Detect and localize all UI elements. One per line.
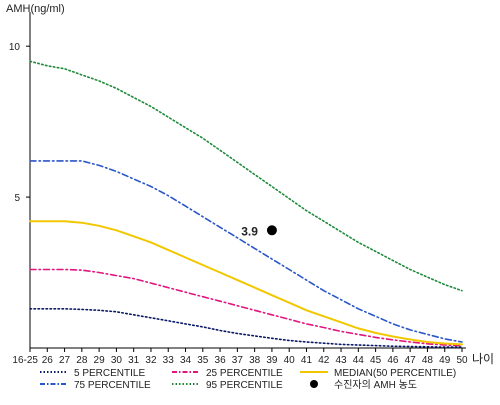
x-tick-label: 34 bbox=[180, 355, 192, 366]
patient-point-marker bbox=[266, 225, 277, 236]
x-tick-label: 40 bbox=[284, 355, 296, 366]
series-line-25-percentile bbox=[29, 268, 463, 347]
x-tick-label: 33 bbox=[163, 355, 175, 366]
x-tick-label: 26 bbox=[42, 355, 54, 366]
x-tick-label: 27 bbox=[59, 355, 71, 366]
x-tick-label: 50 bbox=[456, 355, 468, 366]
x-tick-label: 28 bbox=[76, 355, 88, 366]
y-tick-label: 10 bbox=[9, 42, 21, 53]
legend-label: 5 PERCENTILE bbox=[74, 368, 145, 379]
patient-point-layer: 3.9 bbox=[241, 224, 277, 238]
series-line-median-50-percentile bbox=[29, 220, 463, 346]
x-tick-label: 41 bbox=[301, 355, 313, 366]
x-tick-label: 47 bbox=[405, 355, 417, 366]
series-line-95-percentile bbox=[29, 60, 463, 292]
x-tick-label: 29 bbox=[94, 355, 106, 366]
x-tick-label: 39 bbox=[266, 355, 278, 366]
x-tick-label: 49 bbox=[439, 355, 451, 366]
patient-point-label: 3.9 bbox=[241, 224, 258, 238]
x-tick-label: 44 bbox=[353, 355, 365, 366]
x-tick-label: 43 bbox=[335, 355, 347, 366]
x-tick-label: 42 bbox=[318, 355, 330, 366]
x-tick-label: 35 bbox=[197, 355, 209, 366]
series-line-75-percentile bbox=[29, 160, 463, 343]
legend-label: 75 PERCENTILE bbox=[74, 380, 151, 391]
x-tick-label: 45 bbox=[370, 355, 382, 366]
x-tick-label: 32 bbox=[145, 355, 157, 366]
legend-label: 수진자의 AMH 농도 bbox=[334, 379, 417, 391]
x-tick-label: 16-25 bbox=[12, 355, 38, 366]
x-tick-label: 30 bbox=[111, 355, 123, 366]
x-tick-label: 37 bbox=[232, 355, 244, 366]
legend-label: MEDIAN(50 PERCENTILE) bbox=[334, 368, 456, 379]
x-tick-label: 46 bbox=[387, 355, 399, 366]
x-tick-label: 38 bbox=[249, 355, 261, 366]
x-tick-label: 31 bbox=[128, 355, 140, 366]
legend-label: 25 PERCENTILE bbox=[206, 368, 283, 379]
x-tick-label: 36 bbox=[215, 355, 227, 366]
x-tick-label: 48 bbox=[422, 355, 434, 366]
axes: AMH(ng/ml) 나이 5 10 16-25 26 27 28 29 30 31 32 33 34 35… bbox=[6, 3, 494, 366]
y-tick-label: 5 bbox=[14, 193, 20, 204]
y-axis-title: AMH(ng/ml) bbox=[6, 3, 65, 15]
legend-swatch-patient-amh bbox=[310, 380, 318, 388]
legend-label: 95 PERCENTILE bbox=[206, 380, 283, 391]
x-axis-title: 나이 bbox=[472, 352, 494, 366]
series-layer bbox=[29, 60, 463, 348]
series-line-5-percentile bbox=[29, 307, 463, 348]
